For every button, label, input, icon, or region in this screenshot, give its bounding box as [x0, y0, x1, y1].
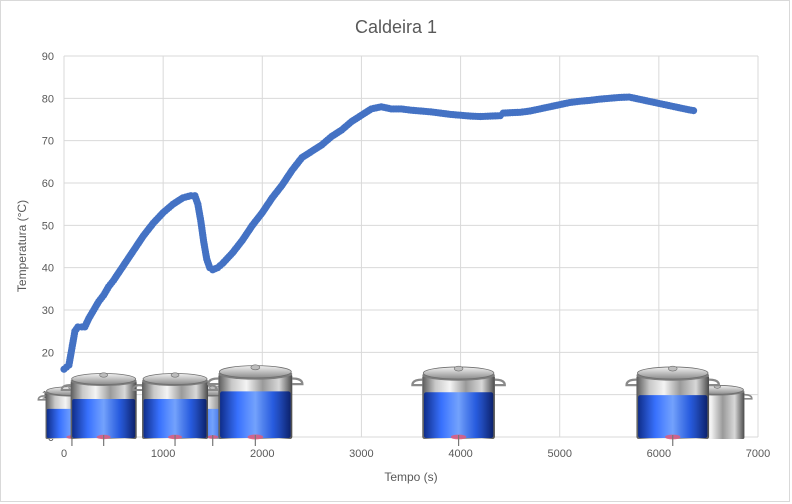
chart-title: Caldeira 1 [355, 17, 437, 37]
data-series [60, 93, 698, 373]
x-tick-label: 2000 [250, 448, 274, 460]
y-tick-label: 90 [42, 51, 54, 63]
cooking-pot-icon [411, 365, 506, 446]
data-point [689, 107, 698, 115]
x-tick-label: 6000 [647, 448, 671, 460]
y-tick-label: 40 [42, 263, 54, 275]
x-tick-label: 5000 [547, 448, 571, 460]
y-tick-label: 70 [42, 136, 54, 148]
axes: 0100020003000400050006000700001020304050… [42, 51, 770, 460]
pot-illustrations [37, 364, 753, 446]
cooking-pot-icon [625, 365, 721, 446]
y-tick-label: 30 [42, 305, 54, 317]
x-tick-label: 3000 [349, 448, 373, 460]
x-tick-label: 4000 [448, 448, 472, 460]
x-axis-label: Tempo (s) [384, 470, 437, 484]
x-tick-label: 1000 [151, 448, 175, 460]
cooking-pot-icon [60, 372, 147, 446]
y-tick-label: 60 [42, 178, 54, 190]
cooking-pot-icon [207, 364, 304, 446]
y-tick-label: 80 [42, 93, 54, 105]
y-tick-label: 20 [42, 347, 54, 359]
y-tick-label: 50 [42, 220, 54, 232]
x-tick-label: 7000 [746, 448, 770, 460]
cooking-pot-icon [132, 372, 219, 446]
x-tick-label: 0 [61, 448, 67, 460]
y-axis-label: Temperatura (°C) [15, 200, 29, 292]
